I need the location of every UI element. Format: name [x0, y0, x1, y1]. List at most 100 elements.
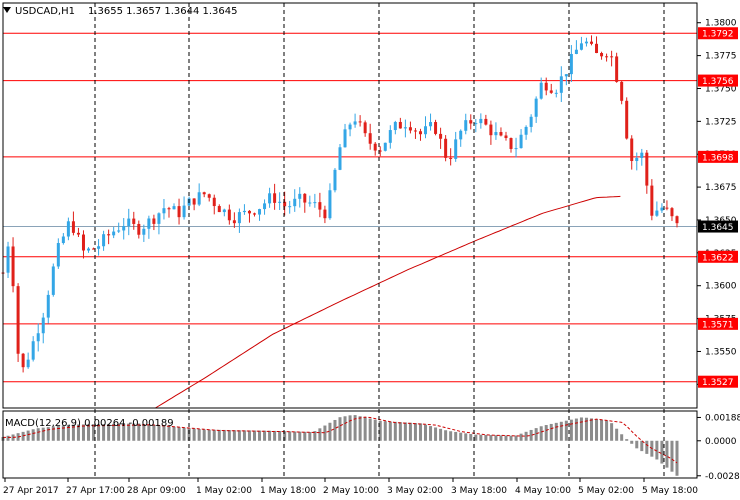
- macd-histogram-bar: [464, 433, 468, 441]
- macd-histogram-bar: [439, 428, 443, 441]
- candle-body: [132, 218, 136, 224]
- collapse-triangle-icon[interactable]: [3, 7, 11, 13]
- y-tick-label: 1.3600: [705, 282, 737, 292]
- macd-histogram-bar: [303, 431, 307, 441]
- macd-tick-label: 0.00188: [705, 413, 740, 423]
- macd-histogram-bar: [615, 428, 619, 441]
- macd-histogram-bar: [600, 419, 604, 441]
- macd-histogram-bar: [569, 419, 573, 441]
- macd-histogram-bar: [102, 424, 106, 441]
- macd-histogram-bar: [298, 431, 302, 441]
- macd-histogram-bar: [232, 430, 236, 441]
- candle-body: [303, 193, 307, 203]
- candle-body: [509, 138, 513, 149]
- macd-histogram-bar: [625, 439, 629, 441]
- macd-histogram-bar: [36, 428, 40, 441]
- candle-body: [403, 127, 407, 129]
- macd-histogram-bar: [544, 425, 548, 441]
- candle-body: [569, 53, 573, 75]
- macd-histogram-bar: [519, 433, 523, 441]
- candle-body: [474, 123, 478, 125]
- candle-body: [323, 209, 327, 219]
- macd-histogram-bar: [564, 420, 568, 441]
- x-tick-label: 27 Apr 17:00: [66, 486, 125, 496]
- macd-histogram-bar: [434, 427, 438, 441]
- macd-histogram-bar: [479, 434, 483, 441]
- macd-histogram-bar: [222, 429, 226, 441]
- macd-histogram-bar: [127, 423, 131, 441]
- candle-body: [640, 152, 644, 158]
- macd-histogram-bar: [76, 424, 80, 441]
- candle-body: [434, 122, 438, 134]
- macd-histogram-bar: [584, 417, 588, 441]
- candle-body: [182, 205, 186, 218]
- candle-body: [660, 207, 664, 211]
- macd-panel[interactable]: [1, 415, 679, 476]
- candle-body: [539, 82, 543, 99]
- candle-body: [122, 226, 126, 231]
- macd-histogram-bar: [373, 419, 377, 441]
- level-tag-1.3571: [698, 317, 738, 330]
- macd-histogram-bar: [87, 424, 91, 441]
- macd-histogram-bar: [338, 417, 342, 441]
- candle-body: [554, 92, 558, 94]
- candle-body: [655, 210, 659, 216]
- candle-body: [464, 120, 468, 131]
- candle-body: [353, 121, 357, 125]
- candle-body: [36, 333, 40, 342]
- macd-histogram-bar: [237, 430, 241, 441]
- x-tick-label: 3 May 18:00: [451, 486, 507, 496]
- candle-body: [484, 118, 488, 125]
- macd-histogram-bar: [504, 435, 508, 441]
- candle-body: [469, 120, 473, 124]
- x-tick-label: 1 May 18:00: [260, 486, 316, 496]
- candle-body: [308, 202, 312, 204]
- macd-histogram-bar: [182, 427, 186, 441]
- macd-label: MACD(12,26,9) 0.00264 -0.00189: [5, 418, 174, 429]
- candle-body: [630, 138, 634, 162]
- macd-histogram-bar: [172, 426, 176, 441]
- macd-histogram-bar: [449, 431, 453, 441]
- candle-body: [273, 193, 277, 203]
- macd-histogram-bar: [273, 430, 277, 441]
- candle-body: [413, 130, 417, 132]
- macd-histogram-bar: [559, 421, 563, 441]
- candle-body: [318, 202, 322, 210]
- candle-body: [197, 192, 201, 205]
- candle-body: [429, 122, 433, 127]
- candle-body: [92, 248, 96, 250]
- macd-histogram-bar: [252, 430, 256, 441]
- level-tag-1.3527: [698, 375, 738, 388]
- y-tick-label: 1.3750: [705, 84, 737, 94]
- level-tag-1.3756: [698, 74, 738, 87]
- macd-histogram-bar: [308, 431, 312, 441]
- macd-histogram-bar: [137, 423, 141, 441]
- candle-body: [348, 124, 352, 130]
- macd-histogram-bar: [424, 424, 428, 441]
- macd-histogram-bar: [247, 430, 251, 441]
- macd-histogram-bar: [499, 435, 503, 441]
- macd-histogram-bar: [539, 426, 543, 441]
- x-tick-label: 28 Apr 09:00: [127, 486, 186, 496]
- macd-histogram-bar: [403, 422, 407, 441]
- candle-body: [202, 192, 206, 195]
- candle-body: [564, 74, 568, 77]
- candle-body: [514, 148, 518, 150]
- price-panel[interactable]: [1, 32, 698, 409]
- candle-body: [142, 228, 146, 235]
- candle-body: [675, 216, 679, 224]
- candle-body: [71, 221, 75, 233]
- macd-histogram-bar: [66, 424, 70, 441]
- macd-histogram-bar: [368, 418, 372, 441]
- macd-histogram-bar: [81, 424, 85, 441]
- x-tick-label: 5 May 18:00: [642, 486, 698, 496]
- x-tick-label: 4 May 10:00: [515, 486, 571, 496]
- candle-body: [439, 133, 443, 139]
- candle-body: [534, 98, 538, 117]
- candle-body: [217, 206, 221, 213]
- macd-histogram-bar: [444, 430, 448, 441]
- y-tick-label: 1.3675: [705, 183, 737, 193]
- macd-histogram-bar: [217, 429, 221, 441]
